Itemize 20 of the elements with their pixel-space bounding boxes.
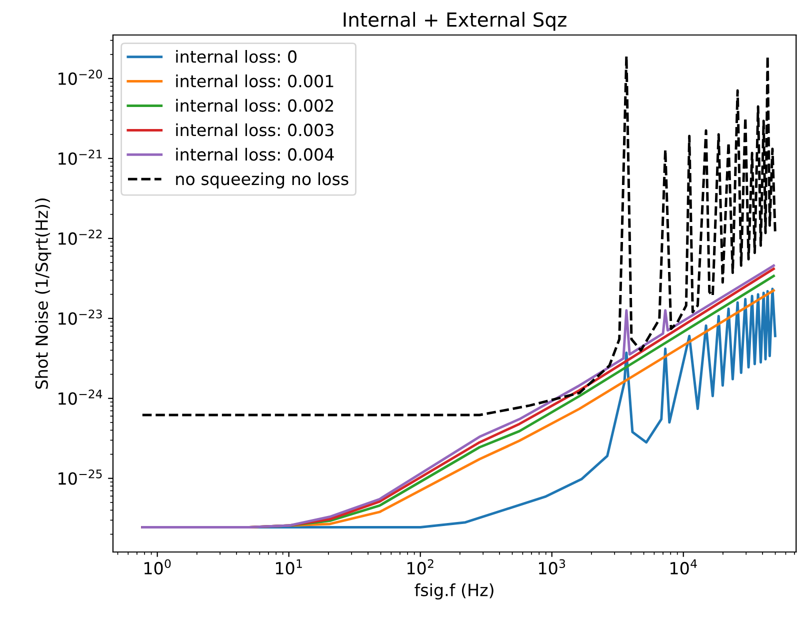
legend-label: internal loss: 0.003 <box>176 123 334 136</box>
x-tick-label: 10$^{2}$ <box>408 559 434 574</box>
x-tick-label: 10$^{4}$ <box>670 559 697 575</box>
y-tick-label: 10$^{−24}$ <box>58 390 102 405</box>
y-tick-label: 10$^{−22}$ <box>58 230 102 245</box>
legend-label: no squeezing no loss <box>176 172 348 188</box>
x-tick-label: 10$^{1}$ <box>276 559 302 575</box>
legend-label: internal loss: 0.004 <box>176 148 334 161</box>
legend-label: internal loss: 0.001 <box>176 74 334 88</box>
y-tick-label: 10$^{−23}$ <box>58 310 102 325</box>
x-tick-label: 10$^{3}$ <box>539 559 566 574</box>
chart-title: Internal + External Sqz <box>344 12 566 31</box>
y-tick-label: 10$^{−25}$ <box>58 470 102 485</box>
x-tick-label: 10$^{0}$ <box>144 559 171 574</box>
legend-label: internal loss: 0 <box>176 50 296 63</box>
x-axis-title: fsig.f (Hz) <box>414 583 494 600</box>
legend-label: internal loss: 0.002 <box>176 98 334 112</box>
y-tick-label: 10$^{−21}$ <box>58 150 102 165</box>
y-axis-title: Shot Noise (1/Sqrt(Hz)) <box>35 198 52 389</box>
y-tick-label: 10$^{−20}$ <box>58 70 102 85</box>
